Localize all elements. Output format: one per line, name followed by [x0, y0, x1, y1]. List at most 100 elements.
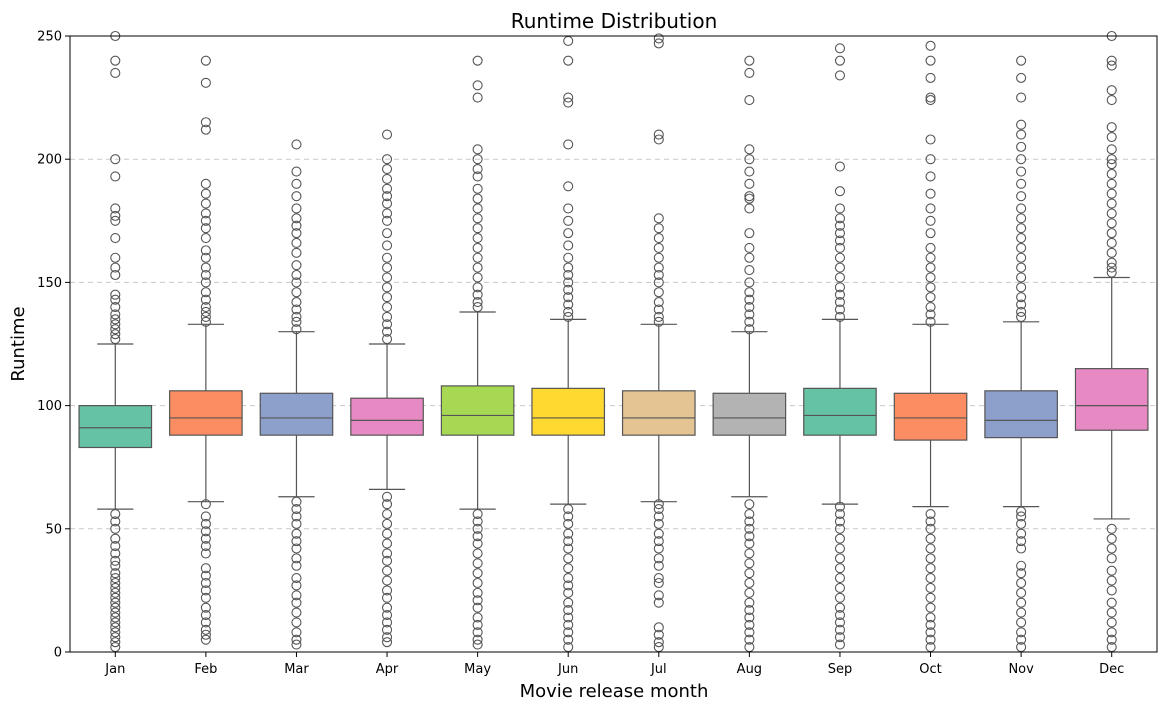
- outlier-point: [563, 277, 574, 288]
- outlier-point: [834, 523, 846, 534]
- outlier-point: [744, 228, 755, 239]
- outlier-point: [653, 518, 664, 529]
- outlier-point: [925, 282, 936, 293]
- outlier-point: [925, 612, 936, 623]
- outlier-point: [381, 240, 393, 251]
- outlier-point: [925, 95, 936, 106]
- outlier-point: [834, 501, 846, 512]
- outlier-point: [925, 72, 936, 83]
- outlier-point: [110, 555, 121, 566]
- outlier-point: [563, 528, 574, 539]
- outlier-point: [110, 627, 121, 638]
- outlier-point: [563, 511, 574, 522]
- outlier-point: [291, 536, 302, 547]
- outlier-point: [472, 301, 483, 313]
- outlier-point: [200, 306, 211, 318]
- outlier-point: [563, 306, 574, 318]
- outlier-point: [1016, 178, 1027, 189]
- outlier-point: [110, 334, 121, 345]
- outlier-point: [472, 223, 483, 234]
- outlier-point: [1016, 55, 1027, 66]
- outlier-point: [110, 622, 121, 633]
- outlier-point: [472, 262, 483, 273]
- outlier-point: [291, 597, 302, 608]
- outlier-point: [110, 597, 121, 608]
- outlier-point: [110, 314, 121, 325]
- outlier-point: [563, 92, 574, 103]
- outlier-point: [834, 582, 846, 593]
- outlier-point: [381, 334, 393, 345]
- outlier-point: [381, 282, 393, 293]
- outlier-point: [381, 548, 393, 559]
- outlier-point: [834, 311, 846, 322]
- outlier-point: [200, 245, 211, 256]
- outlier-point: [834, 602, 846, 613]
- outlier-point: [834, 516, 846, 527]
- outlier-point: [110, 262, 121, 273]
- outlier-point: [1106, 617, 1117, 628]
- outlier-point: [291, 639, 302, 650]
- outlier-point: [925, 592, 936, 603]
- outlier-point: [381, 609, 393, 621]
- outlier-point: [1016, 141, 1027, 152]
- outlier-point: [381, 228, 393, 239]
- outlier-point: [110, 309, 121, 320]
- y-tick-label: 150: [37, 276, 62, 291]
- y-tick-label: 200: [37, 153, 62, 168]
- outlier-point: [653, 528, 664, 539]
- outlier-point: [744, 242, 755, 253]
- outlier-point: [1016, 587, 1027, 598]
- outlier-point: [1106, 257, 1117, 268]
- outlier-point: [1016, 597, 1027, 608]
- outlier-point: [834, 289, 846, 300]
- outlier-point: [291, 228, 302, 239]
- outlier-point: [200, 301, 211, 313]
- outlier-point: [200, 215, 211, 226]
- outlier-point: [200, 277, 211, 288]
- outlier-point: [653, 536, 664, 547]
- outlier-point: [200, 518, 211, 529]
- outlier-point: [1016, 311, 1027, 322]
- box-oct: [893, 40, 968, 653]
- outlier-point: [653, 511, 664, 522]
- outlier-point: [1106, 159, 1117, 170]
- outlier-point: [381, 164, 393, 175]
- outlier-point: [381, 632, 393, 643]
- outlier-point: [834, 632, 846, 643]
- box-sep: [803, 43, 877, 650]
- outlier-point: [1016, 518, 1027, 529]
- outlier-point: [291, 617, 302, 628]
- y-tick-label: 0: [54, 646, 62, 661]
- outlier-point: [925, 215, 936, 226]
- outlier-point: [1106, 634, 1117, 645]
- outlier-point: [200, 634, 211, 645]
- outlier-point: [834, 272, 846, 283]
- outlier-point: [925, 627, 936, 638]
- outlier-point: [472, 538, 483, 549]
- outlier-point: [291, 260, 302, 271]
- outlier-point: [925, 508, 936, 520]
- outlier-point: [653, 573, 664, 584]
- outlier-point: [381, 319, 393, 330]
- outlier-point: [381, 129, 393, 140]
- outlier-point: [1106, 85, 1117, 96]
- outlier-point: [563, 240, 574, 251]
- outlier-point: [472, 577, 483, 589]
- outlier-point: [200, 294, 211, 305]
- box-jan: [78, 30, 153, 653]
- outlier-point: [200, 198, 211, 209]
- outlier-point: [472, 171, 483, 182]
- outlier-point: [200, 287, 211, 298]
- outlier-point: [563, 573, 574, 584]
- outlier-point: [200, 585, 211, 596]
- outlier-point: [925, 134, 936, 145]
- chart-title: Runtime Distribution: [511, 9, 718, 33]
- outlier-point: [563, 215, 574, 226]
- outlier-point: [653, 304, 664, 315]
- outlier-point: [200, 592, 211, 603]
- x-tick-label: Feb: [194, 662, 217, 677]
- outlier-point: [834, 43, 846, 54]
- outlier-point: [653, 262, 664, 273]
- outlier-point: [563, 269, 574, 281]
